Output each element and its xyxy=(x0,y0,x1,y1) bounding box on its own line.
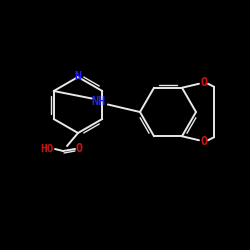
Text: HO: HO xyxy=(40,144,54,154)
Text: NH: NH xyxy=(92,95,106,108)
Text: O: O xyxy=(200,135,207,148)
Text: O: O xyxy=(200,76,207,89)
Text: N: N xyxy=(74,70,82,84)
Text: O: O xyxy=(76,142,82,156)
